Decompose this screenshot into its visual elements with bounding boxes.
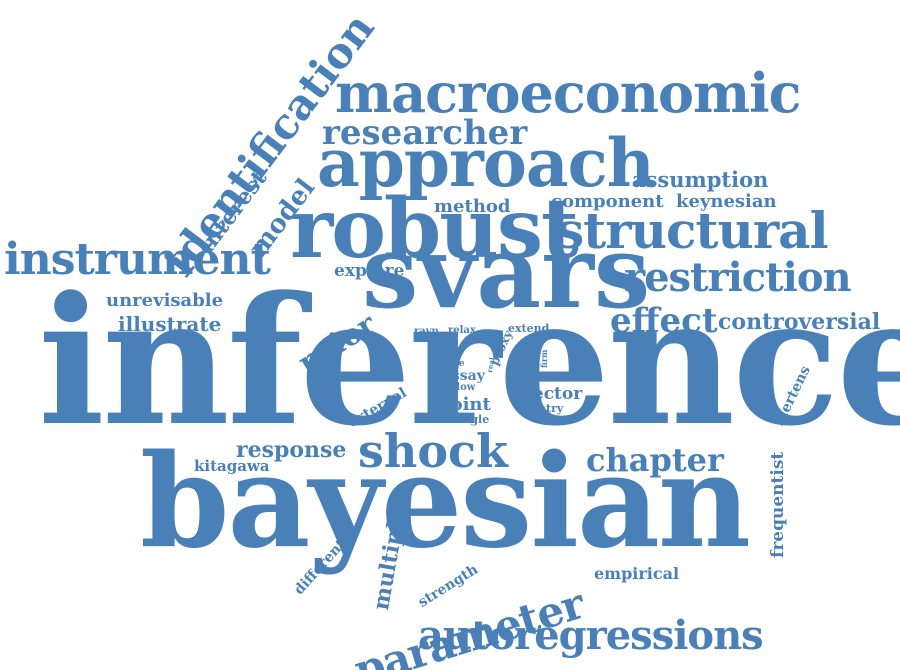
word-shock: shock xyxy=(358,424,508,478)
word-effect: effect xyxy=(610,301,718,341)
word-single: single xyxy=(452,413,490,426)
word-unrevisable: unrevisable xyxy=(106,290,224,311)
word-real: real xyxy=(485,356,497,374)
word-method: method xyxy=(434,196,511,217)
word-component: component xyxy=(551,191,664,212)
word-vector: vector xyxy=(523,384,583,404)
word-macroeconomic: macroeconomic xyxy=(335,61,802,125)
word-kitagawa: kitagawa xyxy=(194,457,270,475)
word-ravn: ravn xyxy=(414,326,439,337)
word-autoregressions: autoregressions xyxy=(418,612,764,659)
word-inference: inference xyxy=(38,258,900,465)
word-rate: rate xyxy=(444,359,465,369)
word-assumption: assumption xyxy=(632,167,769,192)
word-essay: essay xyxy=(443,368,485,384)
word-approach: approach xyxy=(317,124,655,202)
word-illustrate: illustrate xyxy=(118,312,222,336)
word-controversial: controversial xyxy=(718,309,881,335)
word-bayesian: bayesian xyxy=(140,427,751,577)
word-robust: robust xyxy=(290,181,579,277)
word-frequentist: frequentist xyxy=(768,451,788,558)
word-keynesian: keynesian xyxy=(676,191,777,212)
word-firm: firm xyxy=(539,349,549,369)
word-empirical: empirical xyxy=(594,564,680,583)
word-instrument: instrument xyxy=(4,234,271,285)
word-extend: extend xyxy=(508,322,550,335)
word-allow: allow xyxy=(446,382,476,393)
word-explore: explore xyxy=(334,261,405,281)
word-entry: entry xyxy=(531,402,564,415)
word-response: response xyxy=(236,437,347,463)
word-svars: svars xyxy=(362,213,651,331)
word-researcher: researcher xyxy=(322,113,528,153)
word-restriction: restriction xyxy=(624,254,852,301)
word-structural: structural xyxy=(556,201,829,260)
word-relax: relax xyxy=(448,325,476,336)
word-point: point xyxy=(438,394,491,415)
word-chapter: chapter xyxy=(586,441,724,479)
